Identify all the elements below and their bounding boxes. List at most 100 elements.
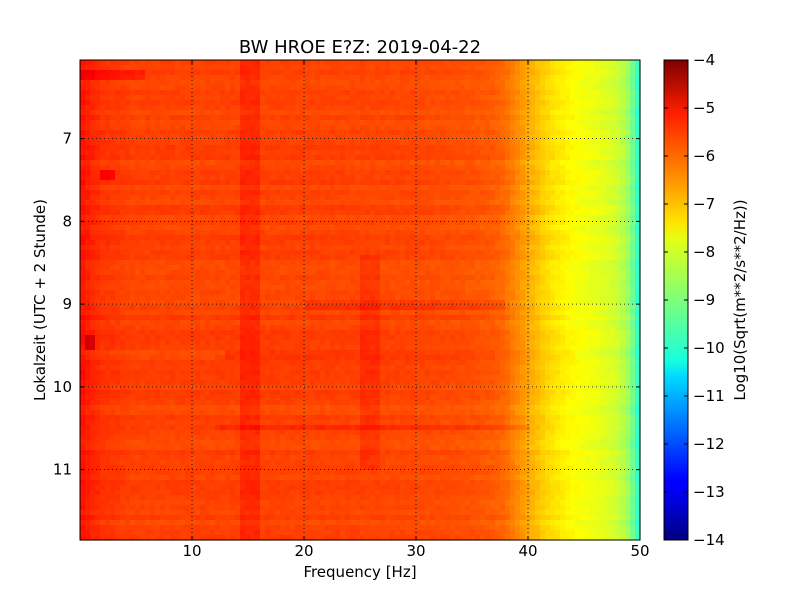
heatmap-cell — [405, 95, 411, 101]
heatmap-cell — [150, 235, 156, 241]
heatmap-cell — [315, 95, 321, 101]
heatmap-cell — [560, 95, 566, 101]
heatmap-cell — [615, 140, 621, 146]
heatmap-cell — [295, 265, 301, 271]
heatmap-cell — [475, 260, 481, 266]
heatmap-cell — [555, 240, 561, 246]
heatmap-cell — [635, 235, 641, 241]
heatmap-cell — [300, 190, 306, 196]
heatmap-cell — [540, 205, 546, 211]
heatmap-cell — [590, 245, 596, 251]
heatmap-cell — [345, 155, 351, 161]
heatmap-cell — [555, 90, 561, 96]
heatmap-cell — [570, 105, 576, 111]
heatmap-cell — [585, 100, 591, 106]
heatmap-cell — [230, 205, 236, 211]
heatmap-cell — [175, 250, 181, 256]
heatmap-cell — [240, 245, 246, 251]
heatmap-cell — [120, 220, 126, 226]
heatmap-cell — [175, 215, 181, 221]
heatmap-cell — [385, 105, 391, 111]
heatmap-cell — [320, 245, 326, 251]
heatmap-cell — [545, 160, 551, 166]
heatmap-cell — [445, 145, 451, 151]
heatmap-cell — [620, 225, 626, 231]
heatmap-cell — [265, 200, 271, 206]
heatmap-cell — [155, 65, 161, 71]
heatmap-cell — [165, 220, 171, 226]
heatmap-cell — [490, 100, 496, 106]
heatmap-cell — [300, 240, 306, 246]
heatmap-cell — [325, 260, 331, 266]
heatmap-cell — [190, 145, 196, 151]
heatmap-cell — [195, 100, 201, 106]
heatmap-cell — [515, 270, 521, 276]
heatmap-cell — [565, 270, 571, 276]
heatmap-cell — [555, 250, 561, 256]
heatmap-cell — [275, 175, 281, 181]
heatmap-cell — [495, 155, 501, 161]
heatmap-cell — [520, 105, 526, 111]
heatmap-cell — [410, 205, 416, 211]
heatmap-cell — [315, 185, 321, 191]
heatmap-cell — [285, 170, 291, 176]
heatmap-cell — [605, 245, 611, 251]
heatmap-cell — [590, 105, 596, 111]
heatmap-cell — [85, 100, 91, 106]
heatmap-cell — [440, 215, 446, 221]
heatmap-cell — [525, 255, 531, 261]
heatmap-cell — [220, 265, 226, 271]
heatmap-cell — [300, 105, 306, 111]
heatmap-cell — [310, 95, 316, 101]
heatmap-cell — [390, 105, 396, 111]
heatmap-cell — [120, 235, 126, 241]
heatmap-cell — [405, 125, 411, 131]
heatmap-cell — [190, 75, 196, 81]
heatmap-cell — [560, 120, 566, 126]
heatmap-cell — [280, 270, 286, 276]
heatmap-cell — [185, 195, 191, 201]
heatmap-cell — [610, 170, 616, 176]
heatmap-cell — [455, 265, 461, 271]
heatmap-cell — [155, 230, 161, 236]
heatmap-cell — [355, 200, 361, 206]
heatmap-cell — [225, 245, 231, 251]
heatmap-cell — [560, 110, 566, 116]
heatmap-cell — [585, 170, 591, 176]
heatmap-cell — [590, 235, 596, 241]
heatmap-cell — [345, 145, 351, 151]
heatmap-cell — [330, 230, 336, 236]
heatmap-cell — [310, 175, 316, 181]
heatmap-cell — [630, 225, 636, 231]
heatmap-cell — [160, 240, 166, 246]
heatmap-cell — [480, 240, 486, 246]
heatmap-cell — [395, 215, 401, 221]
heatmap-cell — [355, 185, 361, 191]
heatmap-cell — [460, 215, 466, 221]
heatmap-cell — [615, 260, 621, 266]
heatmap-cell — [195, 235, 201, 241]
heatmap-cell — [410, 280, 416, 286]
heatmap-cell — [540, 200, 546, 206]
heatmap-cell — [495, 75, 501, 81]
heatmap-cell — [635, 100, 641, 106]
heatmap-cell — [380, 170, 386, 176]
heatmap-cell — [600, 170, 606, 176]
heatmap-cell — [555, 75, 561, 81]
heatmap-cell — [395, 275, 401, 281]
heatmap-cell — [525, 245, 531, 251]
heatmap-cell — [585, 245, 591, 251]
heatmap-cell — [435, 175, 441, 181]
heatmap-cell — [595, 270, 601, 276]
heatmap-cell — [540, 75, 546, 81]
heatmap-cell — [535, 230, 541, 236]
heatmap-cell — [240, 135, 246, 141]
heatmap-cell — [520, 220, 526, 226]
heatmap-cell — [120, 245, 126, 251]
heatmap-cell — [500, 170, 506, 176]
heatmap-cell — [450, 70, 456, 76]
heatmap-cell — [185, 275, 191, 281]
heatmap-cell — [440, 255, 446, 261]
heatmap-cell — [355, 255, 361, 261]
heatmap-cell — [390, 205, 396, 211]
